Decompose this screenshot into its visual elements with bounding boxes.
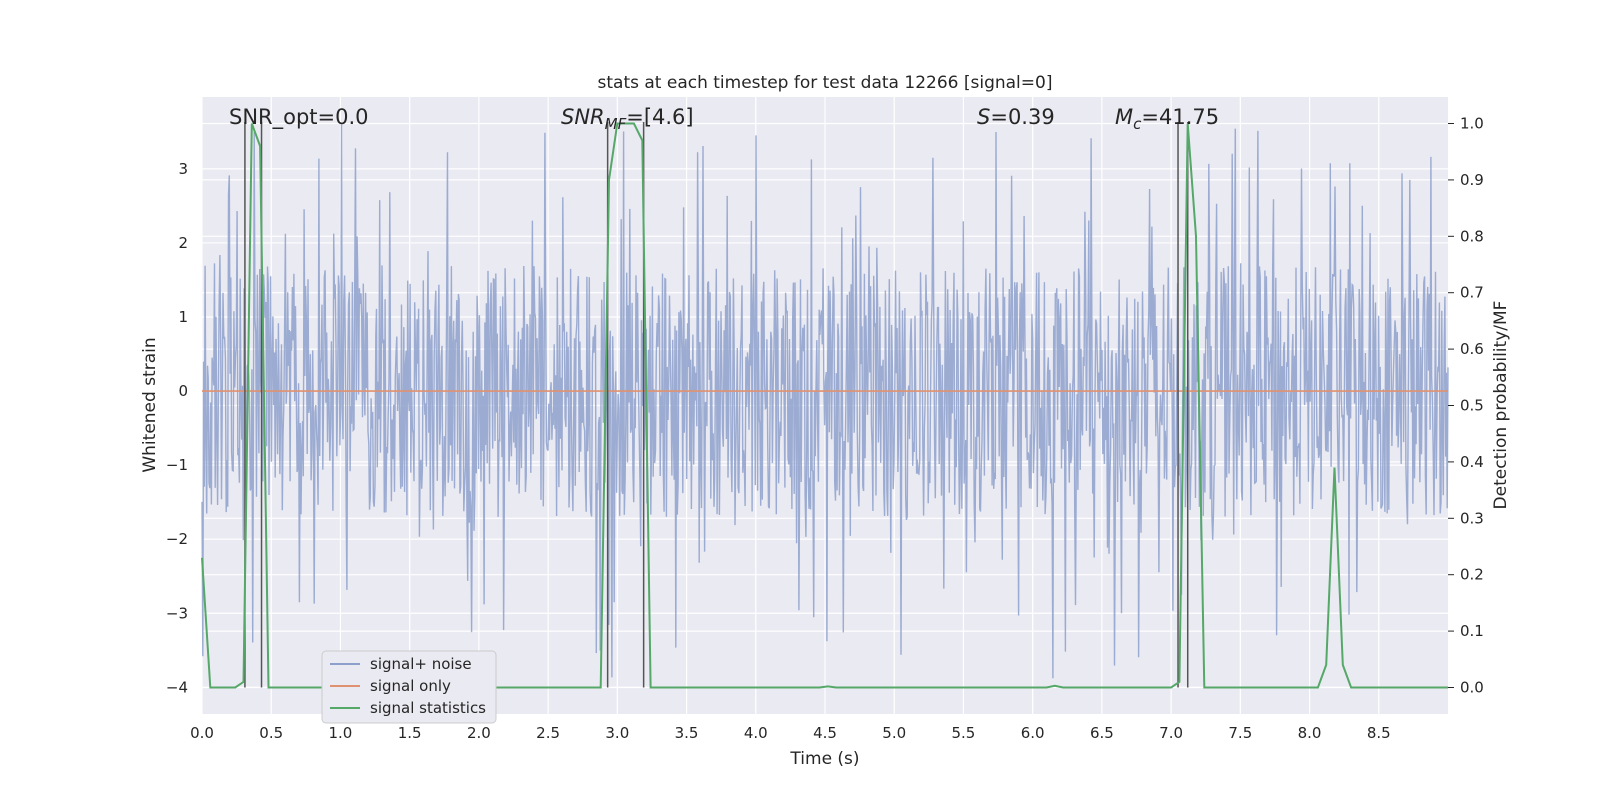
- y2-tick-label-9: 0.9: [1460, 171, 1484, 189]
- x-tick-label-2: 1.0: [329, 724, 353, 742]
- x-tick-label-12: 6.0: [1021, 724, 1045, 742]
- x-tick-label-13: 6.5: [1090, 724, 1114, 742]
- y2-axis-label: Detection probability/MF: [1491, 301, 1511, 510]
- x-axis-label: Time (s): [789, 749, 859, 769]
- legend-label-signal-only: signal only: [370, 677, 451, 695]
- y-tick-label-1: −3: [166, 604, 188, 622]
- y-tick-label-4: 0: [178, 382, 188, 400]
- x-ticks: 0.0 0.5 1.0 1.5 2.0 2.5 3.0 3.5 4.0 4.5 5.0 5.5 6.0 6…: [190, 724, 1391, 742]
- y-tick-label-7: 3: [178, 160, 188, 178]
- x-tick-label-4: 2.0: [467, 724, 491, 742]
- y-tick-label-0: −4: [166, 678, 188, 696]
- x-tick-label-0: 0.0: [190, 724, 214, 742]
- legend-label-statistics: signal statistics: [370, 699, 486, 717]
- snr-mf-subscript: MF: [605, 115, 627, 133]
- y-tick-label-5: 1: [178, 308, 188, 326]
- x-tick-label-11: 5.5: [952, 724, 976, 742]
- y-tick-label-2: −2: [166, 530, 188, 548]
- mc-symbol: M: [1115, 105, 1133, 129]
- snr-mf-value: =[4.6]: [626, 105, 693, 129]
- y2-tick-label-1: 0.1: [1460, 622, 1484, 640]
- x-tick-label-5: 2.5: [536, 724, 560, 742]
- y2-tick-label-10: 1.0: [1460, 115, 1484, 133]
- y2-tick-label-4: 0.4: [1460, 453, 1484, 471]
- x-tick-label-10: 5.0: [882, 724, 906, 742]
- x-tick-label-6: 3.0: [605, 724, 629, 742]
- legend-box: [321, 650, 497, 724]
- x-tick-label-3: 1.5: [398, 724, 422, 742]
- signal-statistics-series: [201, 122, 1448, 689]
- x-tick-label-1: 0.5: [259, 724, 283, 742]
- y2-tick-label-8: 0.8: [1460, 227, 1484, 245]
- y-tick-label-3: −1: [166, 456, 188, 474]
- x-tick-label-8: 4.0: [744, 724, 768, 742]
- s-symbol: S: [977, 105, 990, 129]
- chart-title: stats at each timestep for test data 122…: [598, 73, 1053, 93]
- noise-series: [201, 124, 1449, 679]
- y2-tick-label-2: 0.2: [1460, 566, 1484, 584]
- y2-tick-label-0: 0.0: [1460, 678, 1484, 696]
- y2-tick-label-3: 0.3: [1460, 509, 1484, 527]
- statistics-line: [201, 122, 1448, 689]
- x-tick-label-9: 4.5: [813, 724, 837, 742]
- annotation-snr-mf: SNRMF=[4.6]: [561, 105, 694, 133]
- mc-subscript: c: [1133, 115, 1142, 133]
- snr-mf-prefix: SNR: [561, 105, 605, 129]
- annotation-mc: Mc=41.75: [1115, 105, 1219, 133]
- y-ticks: −4 −3 −2 −1 0 1 2 3: [166, 160, 188, 696]
- y-axis-label: Whitened strain: [140, 337, 160, 472]
- mc-value: =41.75: [1141, 105, 1219, 129]
- x-tick-label-15: 7.5: [1228, 724, 1252, 742]
- x-tick-label-17: 8.5: [1367, 724, 1391, 742]
- y2-tick-label-5: 0.5: [1460, 397, 1484, 415]
- x-tick-label-7: 3.5: [675, 724, 699, 742]
- y-tick-label-6: 2: [178, 234, 188, 252]
- legend: signal+ noise signal only signal statist…: [321, 650, 497, 724]
- noise-line: [201, 124, 1449, 679]
- legend-label-noise: signal+ noise: [370, 655, 472, 673]
- annotation-snr-opt: SNR_opt=0.0: [229, 105, 369, 130]
- s-value: =0.39: [990, 105, 1054, 129]
- y2-tick-label-6: 0.6: [1460, 340, 1484, 358]
- y2-tick-label-7: 0.7: [1460, 284, 1484, 302]
- x-tick-label-14: 7.0: [1159, 724, 1183, 742]
- annotation-s: S=0.39: [977, 105, 1055, 129]
- y2-ticks: 0.0 0.1 0.2 0.3 0.4 0.5 0.6 0.7 0.8 0.9 1.0: [1448, 115, 1484, 696]
- x-tick-label-16: 8.0: [1298, 724, 1322, 742]
